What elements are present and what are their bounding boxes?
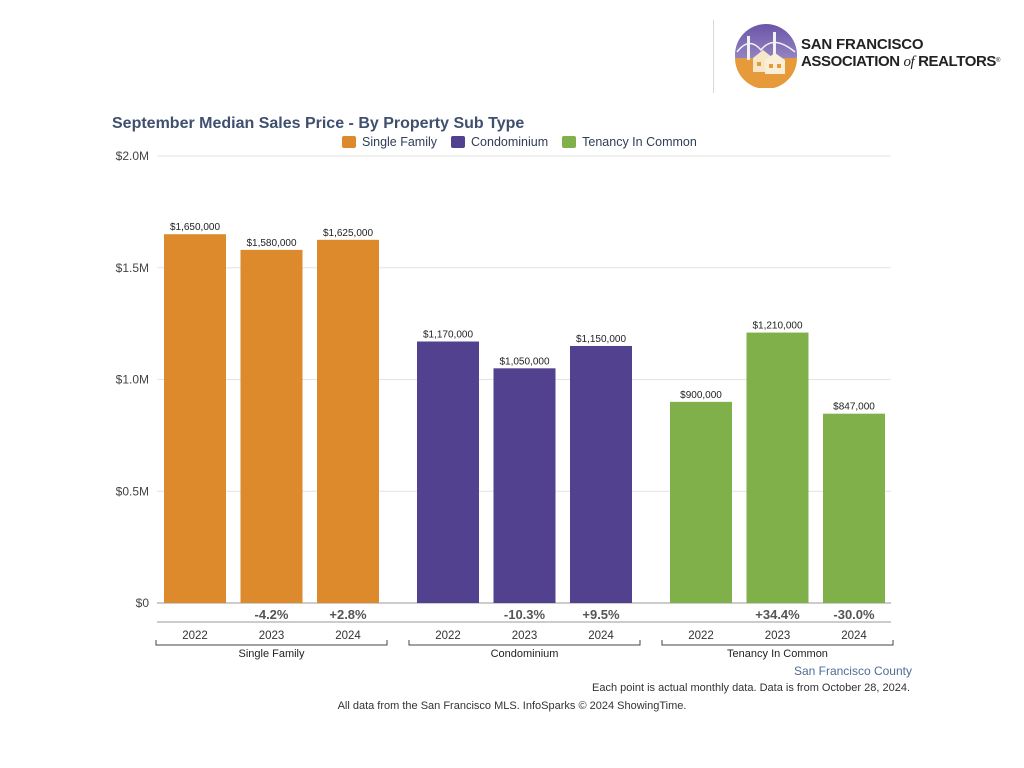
legend-swatch [342,136,356,148]
bar [240,249,303,603]
group-bracket [408,640,641,646]
bar [417,341,479,603]
bar-value-label: $847,000 [833,402,875,413]
bar-value-label: $1,650,000 [170,222,220,233]
x-tick-label-year: 2022 [182,630,208,642]
legend-label: Single Family [362,135,438,149]
y-tick-label: $2.0M [116,149,149,163]
x-tick-label-year: 2024 [335,630,361,642]
bar [164,234,226,603]
bar [823,413,885,603]
legend-label: Tenancy In Common [582,135,697,149]
x-tick-label-year: 2024 [588,630,614,642]
x-group-label: Condominium [491,648,559,660]
x-group-label: Single Family [238,648,305,660]
chart-legend: Single Family Condominium Tenancy In Com… [342,135,697,149]
logo-wordmark: San Francisco Association of Realtors® [801,36,1000,71]
legend-item-tenancy-in-common[interactable]: Tenancy In Common [562,135,697,149]
bar [670,401,732,603]
x-group-label: Tenancy In Common [727,648,828,660]
group-bracket [661,640,894,646]
logo-emblem-icon [735,24,797,89]
legend-swatch [562,136,577,148]
bar-value-label: $1,580,000 [246,238,296,249]
logo-line-2b: Realtors [914,53,996,70]
y-tick-label: $1.0M [116,373,149,387]
bar-value-label: $1,050,000 [499,356,549,367]
logo-of: of [903,54,915,70]
legend-item-condominium[interactable]: Condominium [451,135,548,149]
data-note: Each point is actual monthly data. Data … [592,682,910,694]
header-divider [713,20,714,93]
x-tick-label-year: 2023 [765,630,791,642]
legend-item-single-family[interactable]: Single Family [342,135,437,149]
bar [493,368,556,603]
change-percent-label: -4.2% [255,607,289,622]
change-percent-label: -30.0% [833,607,875,622]
change-percent-label: +2.8% [329,607,367,622]
bar-value-label: $900,000 [680,390,722,401]
x-tick-label-year: 2022 [435,630,461,642]
x-tick-label-year: 2024 [841,630,867,642]
x-tick-label-year: 2023 [259,630,285,642]
data-source: All data from the San Francisco MLS. Inf… [337,700,687,712]
logo-line-1: San Francisco [801,36,924,53]
y-tick-label: $0.5M [116,484,149,498]
legend-swatch [451,136,466,148]
logo-line-2a: Association [801,53,904,70]
legend-label: Condominium [471,135,549,149]
bar [746,332,809,603]
y-tick-label: $1.5M [116,261,149,275]
bar-value-label: $1,170,000 [423,330,473,341]
chart-title: September Median Sales Price - By Proper… [112,115,525,132]
bar [317,239,379,603]
bar [570,345,632,603]
bar-value-label: $1,210,000 [752,321,802,332]
bar-value-label: $1,625,000 [323,228,373,239]
y-tick-label: $0 [136,596,150,610]
x-tick-label-year: 2022 [688,630,714,642]
county-label: San Francisco County [793,664,912,678]
change-percent-label: -10.3% [504,607,546,622]
change-percent-label: +9.5% [582,607,620,622]
bar-value-label: $1,150,000 [576,334,626,345]
group-bracket [155,640,388,646]
change-percent-label: +34.4% [755,607,800,622]
sfar-logo: San Francisco Association of Realtors® [733,22,1003,89]
x-tick-label-year: 2023 [512,630,538,642]
logo-line-2: Association of Realtors® [801,53,1000,71]
logo-registered-mark: ® [996,58,1001,64]
